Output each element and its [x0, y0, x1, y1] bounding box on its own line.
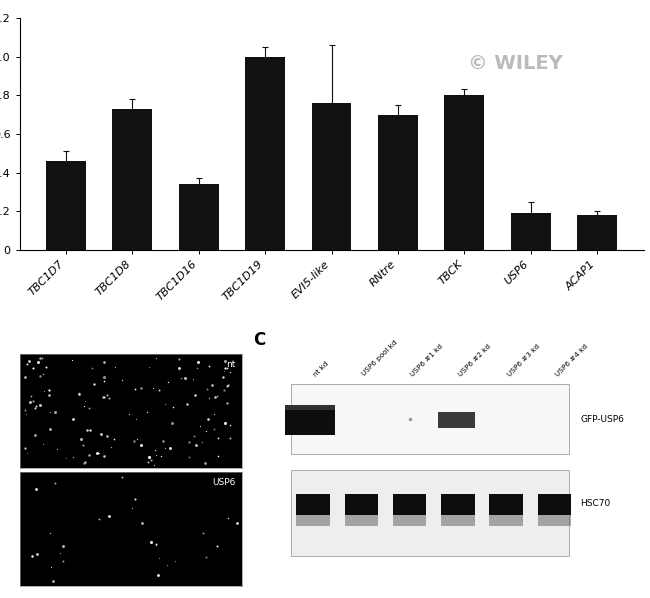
Bar — [437, 412, 474, 428]
Bar — [393, 515, 426, 526]
Text: C: C — [254, 331, 266, 349]
Bar — [245, 57, 285, 250]
Bar — [291, 470, 569, 556]
Bar — [577, 215, 617, 250]
Bar — [344, 515, 378, 526]
Bar — [511, 213, 551, 250]
Text: nt: nt — [226, 360, 236, 369]
Text: GFP-USP6: GFP-USP6 — [580, 414, 624, 423]
Bar — [538, 515, 571, 526]
Bar — [46, 161, 86, 250]
Bar — [285, 405, 335, 435]
Bar — [112, 109, 152, 250]
Text: USP6 #3 kd: USP6 #3 kd — [506, 343, 541, 377]
Bar — [344, 495, 378, 515]
Text: USP6 #1 kd: USP6 #1 kd — [410, 343, 444, 377]
Bar — [285, 405, 335, 410]
Text: USP6 #2 kd: USP6 #2 kd — [458, 343, 493, 377]
Bar — [179, 184, 218, 250]
Text: © WILEY: © WILEY — [468, 54, 563, 73]
Bar — [441, 495, 474, 515]
Bar — [489, 515, 523, 526]
Text: USP6 #4 kd: USP6 #4 kd — [554, 343, 589, 377]
Bar — [296, 515, 330, 526]
Text: USP6: USP6 — [213, 478, 236, 487]
Bar — [291, 385, 569, 454]
Bar — [441, 515, 474, 526]
Bar — [393, 495, 426, 515]
Bar — [489, 495, 523, 515]
Bar — [378, 115, 418, 250]
Bar — [445, 95, 484, 250]
Text: nt kd: nt kd — [313, 360, 330, 377]
Text: HSC70: HSC70 — [580, 499, 610, 508]
Text: USP6 pool kd: USP6 pool kd — [361, 340, 399, 377]
Bar — [296, 495, 330, 515]
Bar — [538, 495, 571, 515]
Bar — [311, 103, 352, 250]
